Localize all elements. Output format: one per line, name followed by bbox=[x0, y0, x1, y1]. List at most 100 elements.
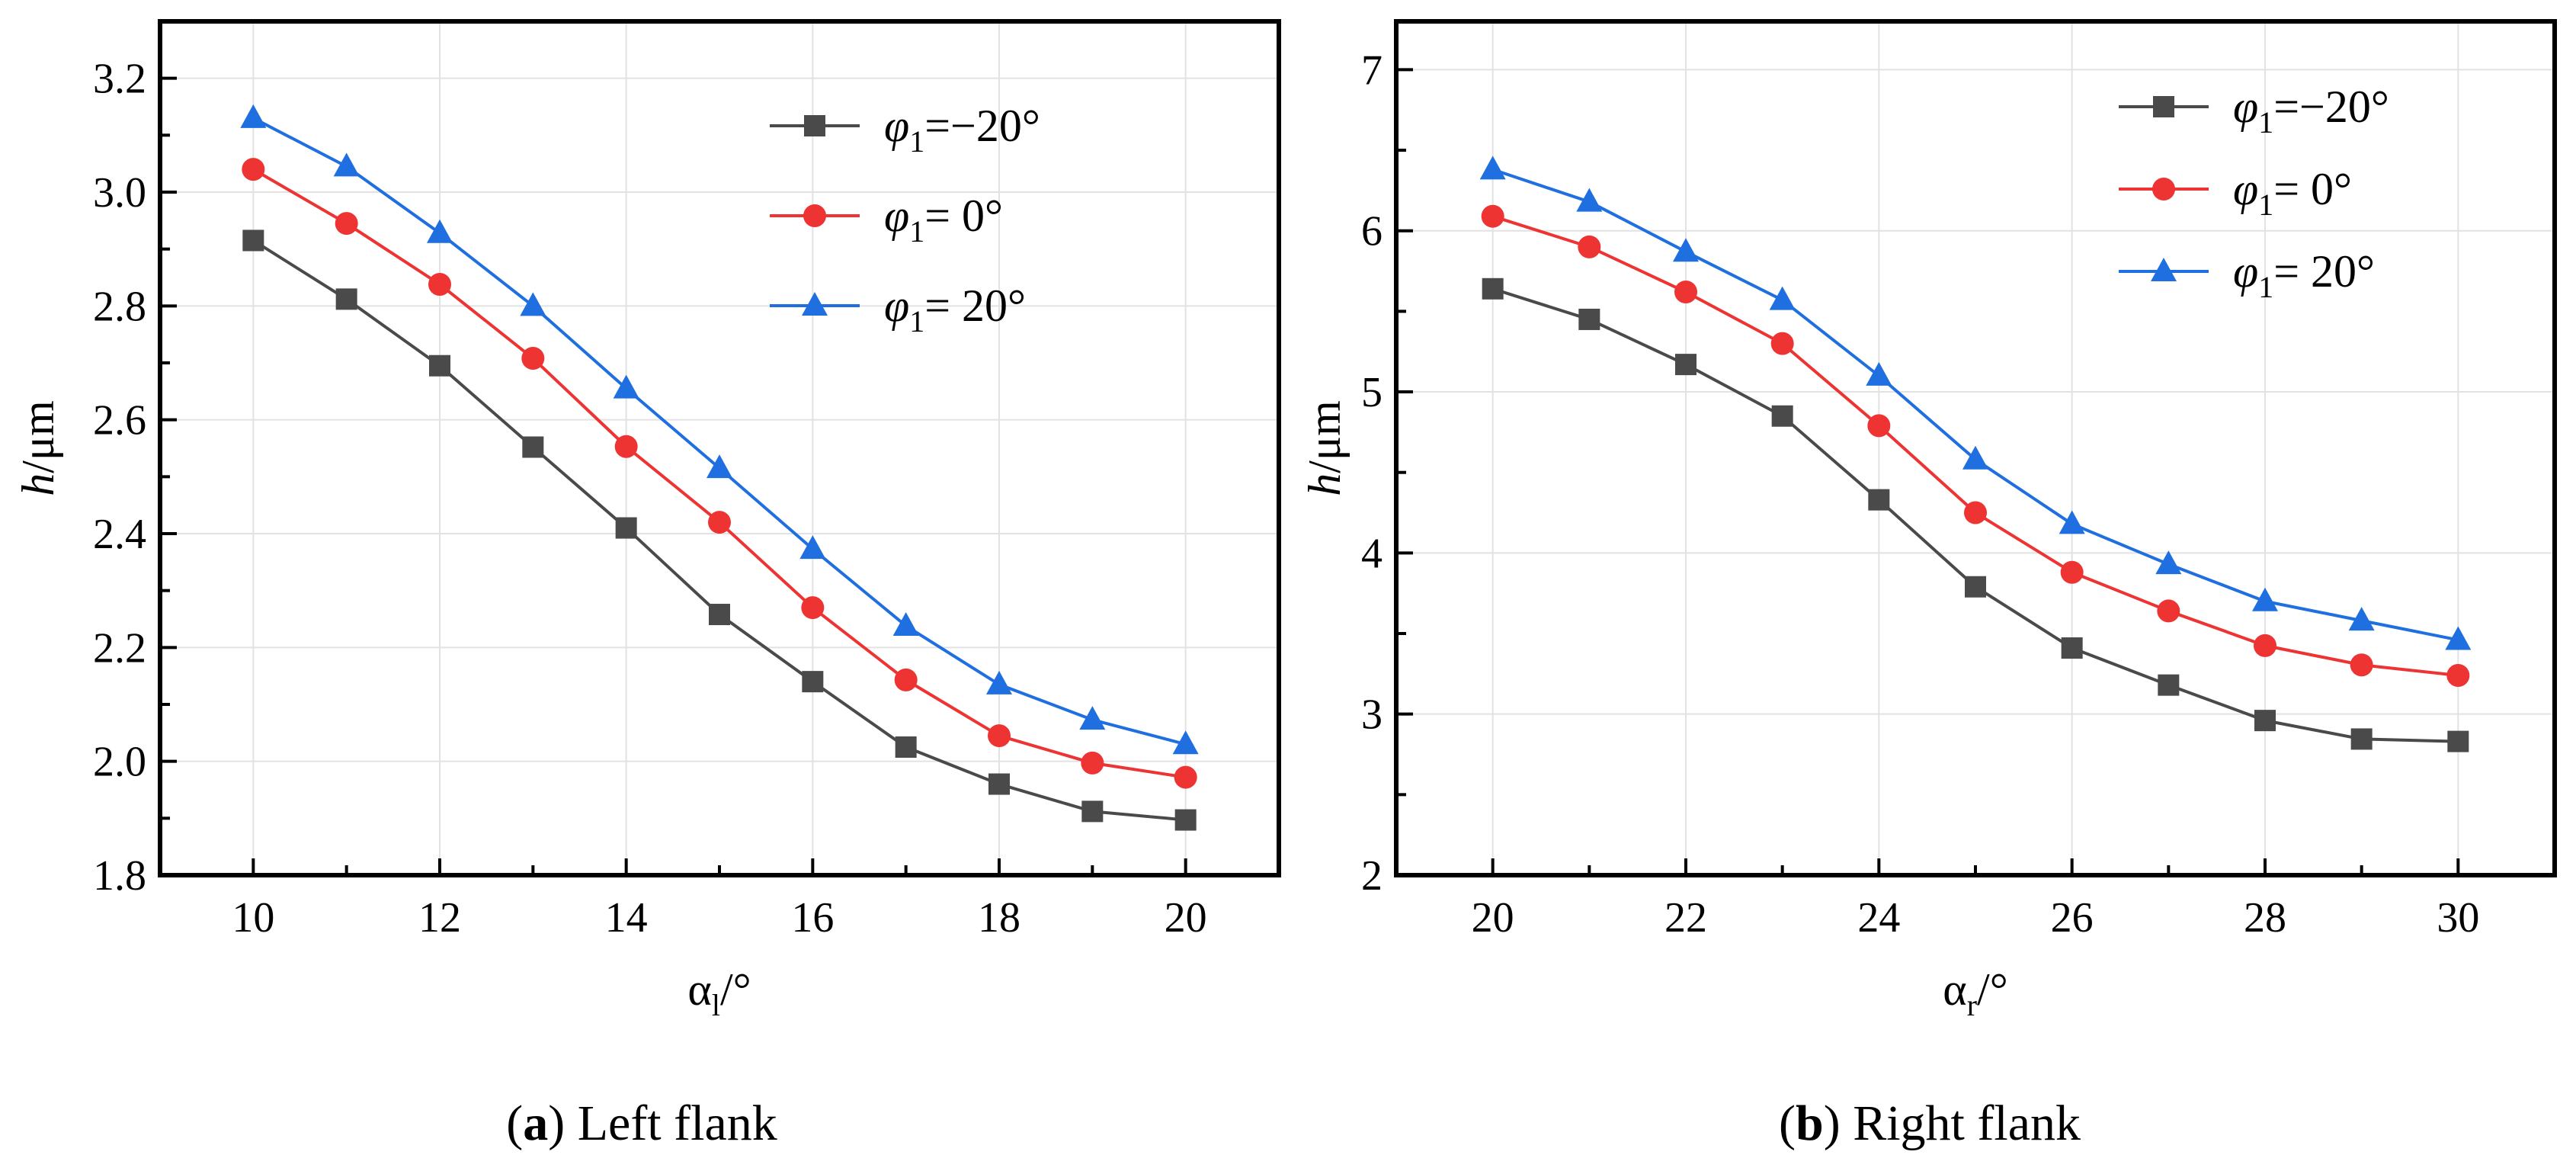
data-point-circle bbox=[242, 158, 265, 181]
series-line bbox=[252, 117, 1187, 746]
data-point-square bbox=[1675, 354, 1697, 376]
data-point-circle bbox=[1578, 235, 1601, 258]
y-tick-label: 2.4 bbox=[93, 511, 146, 558]
data-point-triangle bbox=[986, 670, 1012, 694]
data-point-triangle bbox=[2445, 626, 2472, 650]
data-point-circle bbox=[1674, 281, 1697, 304]
y-tick-label: 3 bbox=[1361, 691, 1383, 739]
x-tick-label: 18 bbox=[978, 894, 1020, 941]
data-point-square bbox=[242, 229, 264, 252]
data-point-triangle bbox=[1576, 188, 1603, 212]
data-point-square bbox=[2350, 728, 2373, 750]
y-tick-label: 1.8 bbox=[93, 852, 146, 900]
legend-label: φ1= 0° bbox=[2233, 164, 2352, 222]
data-point-circle bbox=[801, 596, 825, 620]
legend-marker-square bbox=[804, 115, 825, 136]
legend-label: φ1= 20° bbox=[884, 281, 1026, 338]
data-point-square bbox=[1578, 308, 1600, 330]
data-point-square bbox=[988, 773, 1010, 795]
y-tick-label: 2.6 bbox=[93, 397, 146, 444]
data-point-circle bbox=[335, 212, 358, 236]
data-point-square bbox=[2254, 710, 2276, 732]
data-point-circle bbox=[1964, 501, 1987, 524]
data-point-circle bbox=[2060, 560, 2084, 584]
series-2: φ1= 20° bbox=[240, 104, 1199, 755]
legend-marker-circle bbox=[2152, 178, 2175, 200]
y-tick-label: 3.0 bbox=[93, 169, 146, 217]
data-point-circle bbox=[708, 511, 731, 534]
x-tick-label: 20 bbox=[1165, 894, 1207, 941]
data-point-circle bbox=[988, 724, 1011, 748]
x-tick-label: 20 bbox=[1472, 894, 1514, 941]
data-point-circle bbox=[2157, 599, 2180, 623]
y-tick-label: 2.0 bbox=[93, 739, 146, 786]
x-tick-label: 16 bbox=[791, 894, 834, 941]
data-point-square bbox=[1868, 489, 1890, 511]
data-point-triangle bbox=[240, 104, 267, 128]
series-0: φ1=−20° bbox=[242, 101, 1197, 831]
data-point-triangle bbox=[1673, 238, 1699, 262]
legend-marker-square bbox=[2153, 96, 2174, 117]
data-point-circle bbox=[1867, 414, 1891, 438]
data-point-triangle bbox=[892, 611, 919, 636]
data-point-square bbox=[522, 436, 544, 458]
data-point-circle bbox=[894, 668, 918, 691]
data-point-circle bbox=[521, 347, 545, 370]
data-point-triangle bbox=[1079, 706, 1106, 730]
data-point-triangle bbox=[2348, 607, 2375, 631]
panel-caption: (a) Left flank bbox=[506, 1095, 777, 1151]
data-point-triangle bbox=[1769, 286, 1796, 310]
data-point-square bbox=[2061, 637, 2083, 659]
data-point-triangle bbox=[1962, 445, 1988, 470]
y-axis-label: h/μm bbox=[1299, 400, 1350, 496]
panel-caption: (b) Right flank bbox=[1779, 1095, 2081, 1151]
data-point-triangle bbox=[799, 535, 826, 560]
y-tick-label: 7 bbox=[1361, 47, 1383, 94]
x-tick-label: 14 bbox=[605, 894, 648, 941]
data-point-triangle bbox=[2155, 550, 2182, 575]
data-point-square bbox=[2158, 674, 2180, 696]
x-tick-label: 12 bbox=[418, 894, 461, 941]
data-point-triangle bbox=[520, 292, 546, 316]
legend-marker-triangle bbox=[802, 292, 828, 316]
legend-marker-circle bbox=[803, 204, 826, 227]
data-point-triangle bbox=[427, 219, 453, 243]
data-point-triangle bbox=[1479, 156, 1506, 180]
y-tick-label: 2.8 bbox=[93, 283, 146, 330]
data-point-square bbox=[429, 354, 450, 377]
x-tick-label: 28 bbox=[2244, 894, 2286, 941]
y-tick-label: 5 bbox=[1361, 369, 1383, 416]
data-point-circle bbox=[1081, 751, 1104, 775]
data-point-square bbox=[1482, 277, 1504, 300]
data-point-square bbox=[1965, 576, 1986, 598]
y-tick-label: 4 bbox=[1361, 530, 1383, 577]
series-2: φ1= 20° bbox=[1479, 156, 2472, 650]
data-point-circle bbox=[1770, 332, 1794, 355]
data-point-square bbox=[335, 288, 357, 310]
data-point-circle bbox=[614, 435, 638, 458]
y-axis-label: h/μm bbox=[13, 400, 63, 496]
data-point-square bbox=[1771, 405, 1793, 427]
data-point-circle bbox=[1174, 765, 1197, 789]
plot-frame bbox=[158, 19, 1281, 877]
data-point-triangle bbox=[613, 374, 639, 399]
legend-label: φ1= 20° bbox=[2233, 246, 2375, 304]
y-tick-label: 2 bbox=[1361, 852, 1383, 900]
data-point-triangle bbox=[2252, 587, 2278, 611]
data-point-triangle bbox=[1866, 361, 1892, 386]
x-axis-label: αl/° bbox=[687, 964, 751, 1022]
data-point-circle bbox=[428, 272, 451, 296]
plot-frame bbox=[1394, 19, 2557, 877]
y-tick-label: 2.2 bbox=[93, 624, 146, 672]
data-point-square bbox=[709, 604, 730, 626]
data-point-square bbox=[615, 517, 637, 539]
legend-label: φ1=−20° bbox=[884, 101, 1040, 159]
panel-left-flank: 10 12 14 16 18 20 1.8 2.0 2.2 2.4 2.6 2.8 3.0 3.2 αl/°… bbox=[13, 19, 1281, 1151]
legend-label: φ1=−20° bbox=[2233, 82, 2389, 140]
x-tick-label: 10 bbox=[232, 894, 274, 941]
data-point-circle bbox=[2254, 634, 2276, 657]
series-1: φ1= 0° bbox=[1481, 164, 2470, 687]
panel-right-flank: 20 22 24 26 28 30 2 3 4 5 6 7 αr/° h/μm φ1=−20° φ1= 0° φ… bbox=[1299, 19, 2557, 1151]
data-point-square bbox=[1081, 800, 1104, 823]
